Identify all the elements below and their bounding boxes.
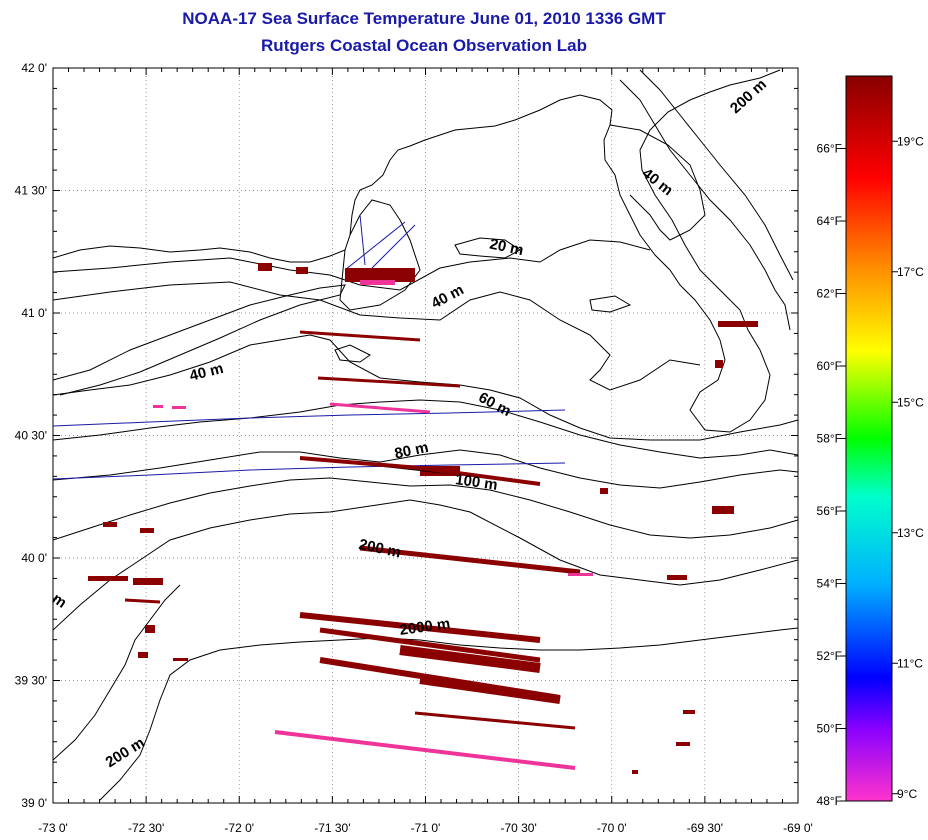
contour-label: 2000 m (399, 615, 452, 639)
lat-tick-label: 40 0' (21, 551, 47, 565)
colorbar-c-label: 15°C (897, 395, 924, 409)
colorbar-f-label: 66°F (817, 142, 842, 156)
narragansett-bay (339, 199, 421, 311)
colorbar-f-label: 50°F (817, 722, 842, 736)
lon-tick-label: -72 30' (128, 821, 164, 835)
contour-label: 20 m (488, 235, 525, 259)
track-line-2 (53, 462, 566, 480)
contour-200m (53, 499, 798, 631)
colorbar-fahrenheit-labels: 66°F 64°F 62°F 60°F 58°F 56°F 54°F 52°F 50°F 48°F (817, 142, 846, 808)
colorbar-c-label: 9°C (897, 787, 917, 801)
lon-tick-label: -69 30' (687, 821, 723, 835)
colorbar-f-label: 52°F (817, 649, 842, 663)
lon-tick-label: -70 30' (500, 821, 536, 835)
colorbar-c-label: 11°C (897, 656, 923, 670)
contour-40m-west (53, 334, 798, 441)
lon-tick-label: -69 0' (783, 821, 813, 835)
colorbar-c-label: 19°C (897, 134, 924, 148)
contour-label: 80 m (393, 439, 430, 463)
contour-200m-ne (639, 69, 794, 281)
colorbar-f-label: 54°F (817, 577, 842, 591)
contour-100m (53, 477, 798, 541)
marthas-vineyard (454, 237, 521, 259)
block-island (334, 344, 371, 363)
lat-tick-label: 41 0' (21, 306, 47, 320)
contour-60m (53, 399, 798, 459)
contour-label: 100 m (454, 471, 498, 494)
longitude-labels: -73 0' -72 30' -72 0' -71 30' -71 0' -70 30' -… (38, 821, 813, 835)
colorbar-f-label: 56°F (817, 504, 842, 518)
map-ticks (52, 67, 799, 804)
lat-tick-label: 39 0' (21, 796, 47, 810)
colorbar-f-label: 60°F (817, 359, 842, 373)
colorbar-f-label: 62°F (817, 287, 842, 301)
contour-40m-ne (619, 79, 791, 331)
colorbar-celsius-labels: 19°C 17°C 15°C 13°C 11°C 9°C (892, 134, 924, 801)
map-title: NOAA-17 Sea Surface Temperature June 01,… (182, 9, 666, 28)
lat-tick-label: 42 0' (21, 61, 47, 75)
lon-tick-label: -71 30' (314, 821, 350, 835)
coastline-north (53, 69, 781, 433)
lon-tick-label: -73 0' (38, 821, 68, 835)
map-subtitle: Rutgers Coastal Ocean Observation Lab (261, 36, 587, 55)
lon-tick-label: -72 0' (224, 821, 254, 835)
lat-tick-label: 41 30' (15, 184, 47, 198)
contour-20m (53, 239, 651, 291)
cape-cod (609, 124, 706, 241)
colorbar-f-label: 48°F (817, 794, 842, 808)
coastline-and-bathymetry (53, 69, 798, 801)
colorbar (845, 75, 893, 802)
latitude-labels: 39 0' 39 30' 40 0' 40 30' 41 0' 41 30' 42 0' (15, 61, 47, 810)
colorbar-f-label: 58°F (817, 432, 842, 446)
track-line-1 (53, 409, 566, 427)
colorbar-c-label: 17°C (897, 265, 924, 279)
nantucket (589, 295, 632, 313)
colorbar-f-label: 64°F (817, 214, 842, 228)
colorbar-c-label: 13°C (897, 526, 924, 540)
long-island (53, 284, 346, 396)
contour-200m-sw (53, 584, 181, 761)
lon-tick-label: -71 0' (411, 821, 441, 835)
lat-tick-label: 39 30' (15, 674, 47, 688)
lat-tick-label: 40 30' (15, 429, 47, 443)
track-line-3 (344, 214, 416, 271)
contour-40m-north (53, 281, 701, 391)
contour-80m (53, 449, 798, 489)
sst-pixels (88, 263, 758, 774)
lon-tick-label: -70 0' (597, 821, 627, 835)
